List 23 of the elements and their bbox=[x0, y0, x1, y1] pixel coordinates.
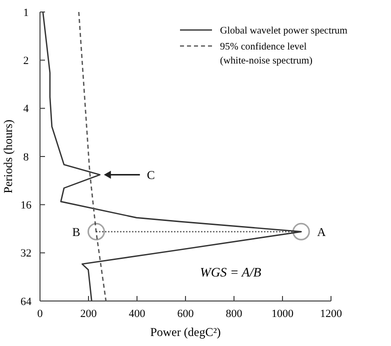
annotation: WGS = A/B bbox=[200, 264, 262, 280]
x-tick-label: 1200 bbox=[320, 308, 342, 320]
y-tick-label: 64 bbox=[20, 296, 32, 308]
x-tick-label: 200 bbox=[80, 308, 98, 320]
y-axis-title: Periods (hours) bbox=[1, 120, 15, 194]
x-tick-label: 800 bbox=[226, 308, 243, 320]
x-tick-label: 600 bbox=[177, 308, 194, 320]
legend-label: Global wavelet power spectrum bbox=[220, 26, 348, 36]
y-tick-label: 2 bbox=[23, 55, 29, 68]
annotation: B bbox=[72, 224, 80, 239]
legend-label: 95% confidence level (white-noise spectrum) bbox=[220, 42, 312, 66]
y-tick-label: 4 bbox=[23, 103, 30, 116]
y-tick-label: 16 bbox=[20, 200, 32, 212]
x-tick-label: 400 bbox=[128, 308, 146, 320]
annotation: C bbox=[146, 168, 155, 182]
line-series bbox=[78, 11, 107, 302]
y-tick-label: 1 bbox=[23, 6, 29, 19]
x-axis-title: Power (degC²) bbox=[150, 325, 221, 339]
x-tick-label: 1000 bbox=[272, 308, 294, 320]
annotation: A bbox=[317, 224, 326, 239]
y-tick-label: 32 bbox=[20, 248, 32, 260]
x-tick-label: 0 bbox=[37, 308, 44, 320]
y-tick-label: 8 bbox=[23, 151, 30, 164]
